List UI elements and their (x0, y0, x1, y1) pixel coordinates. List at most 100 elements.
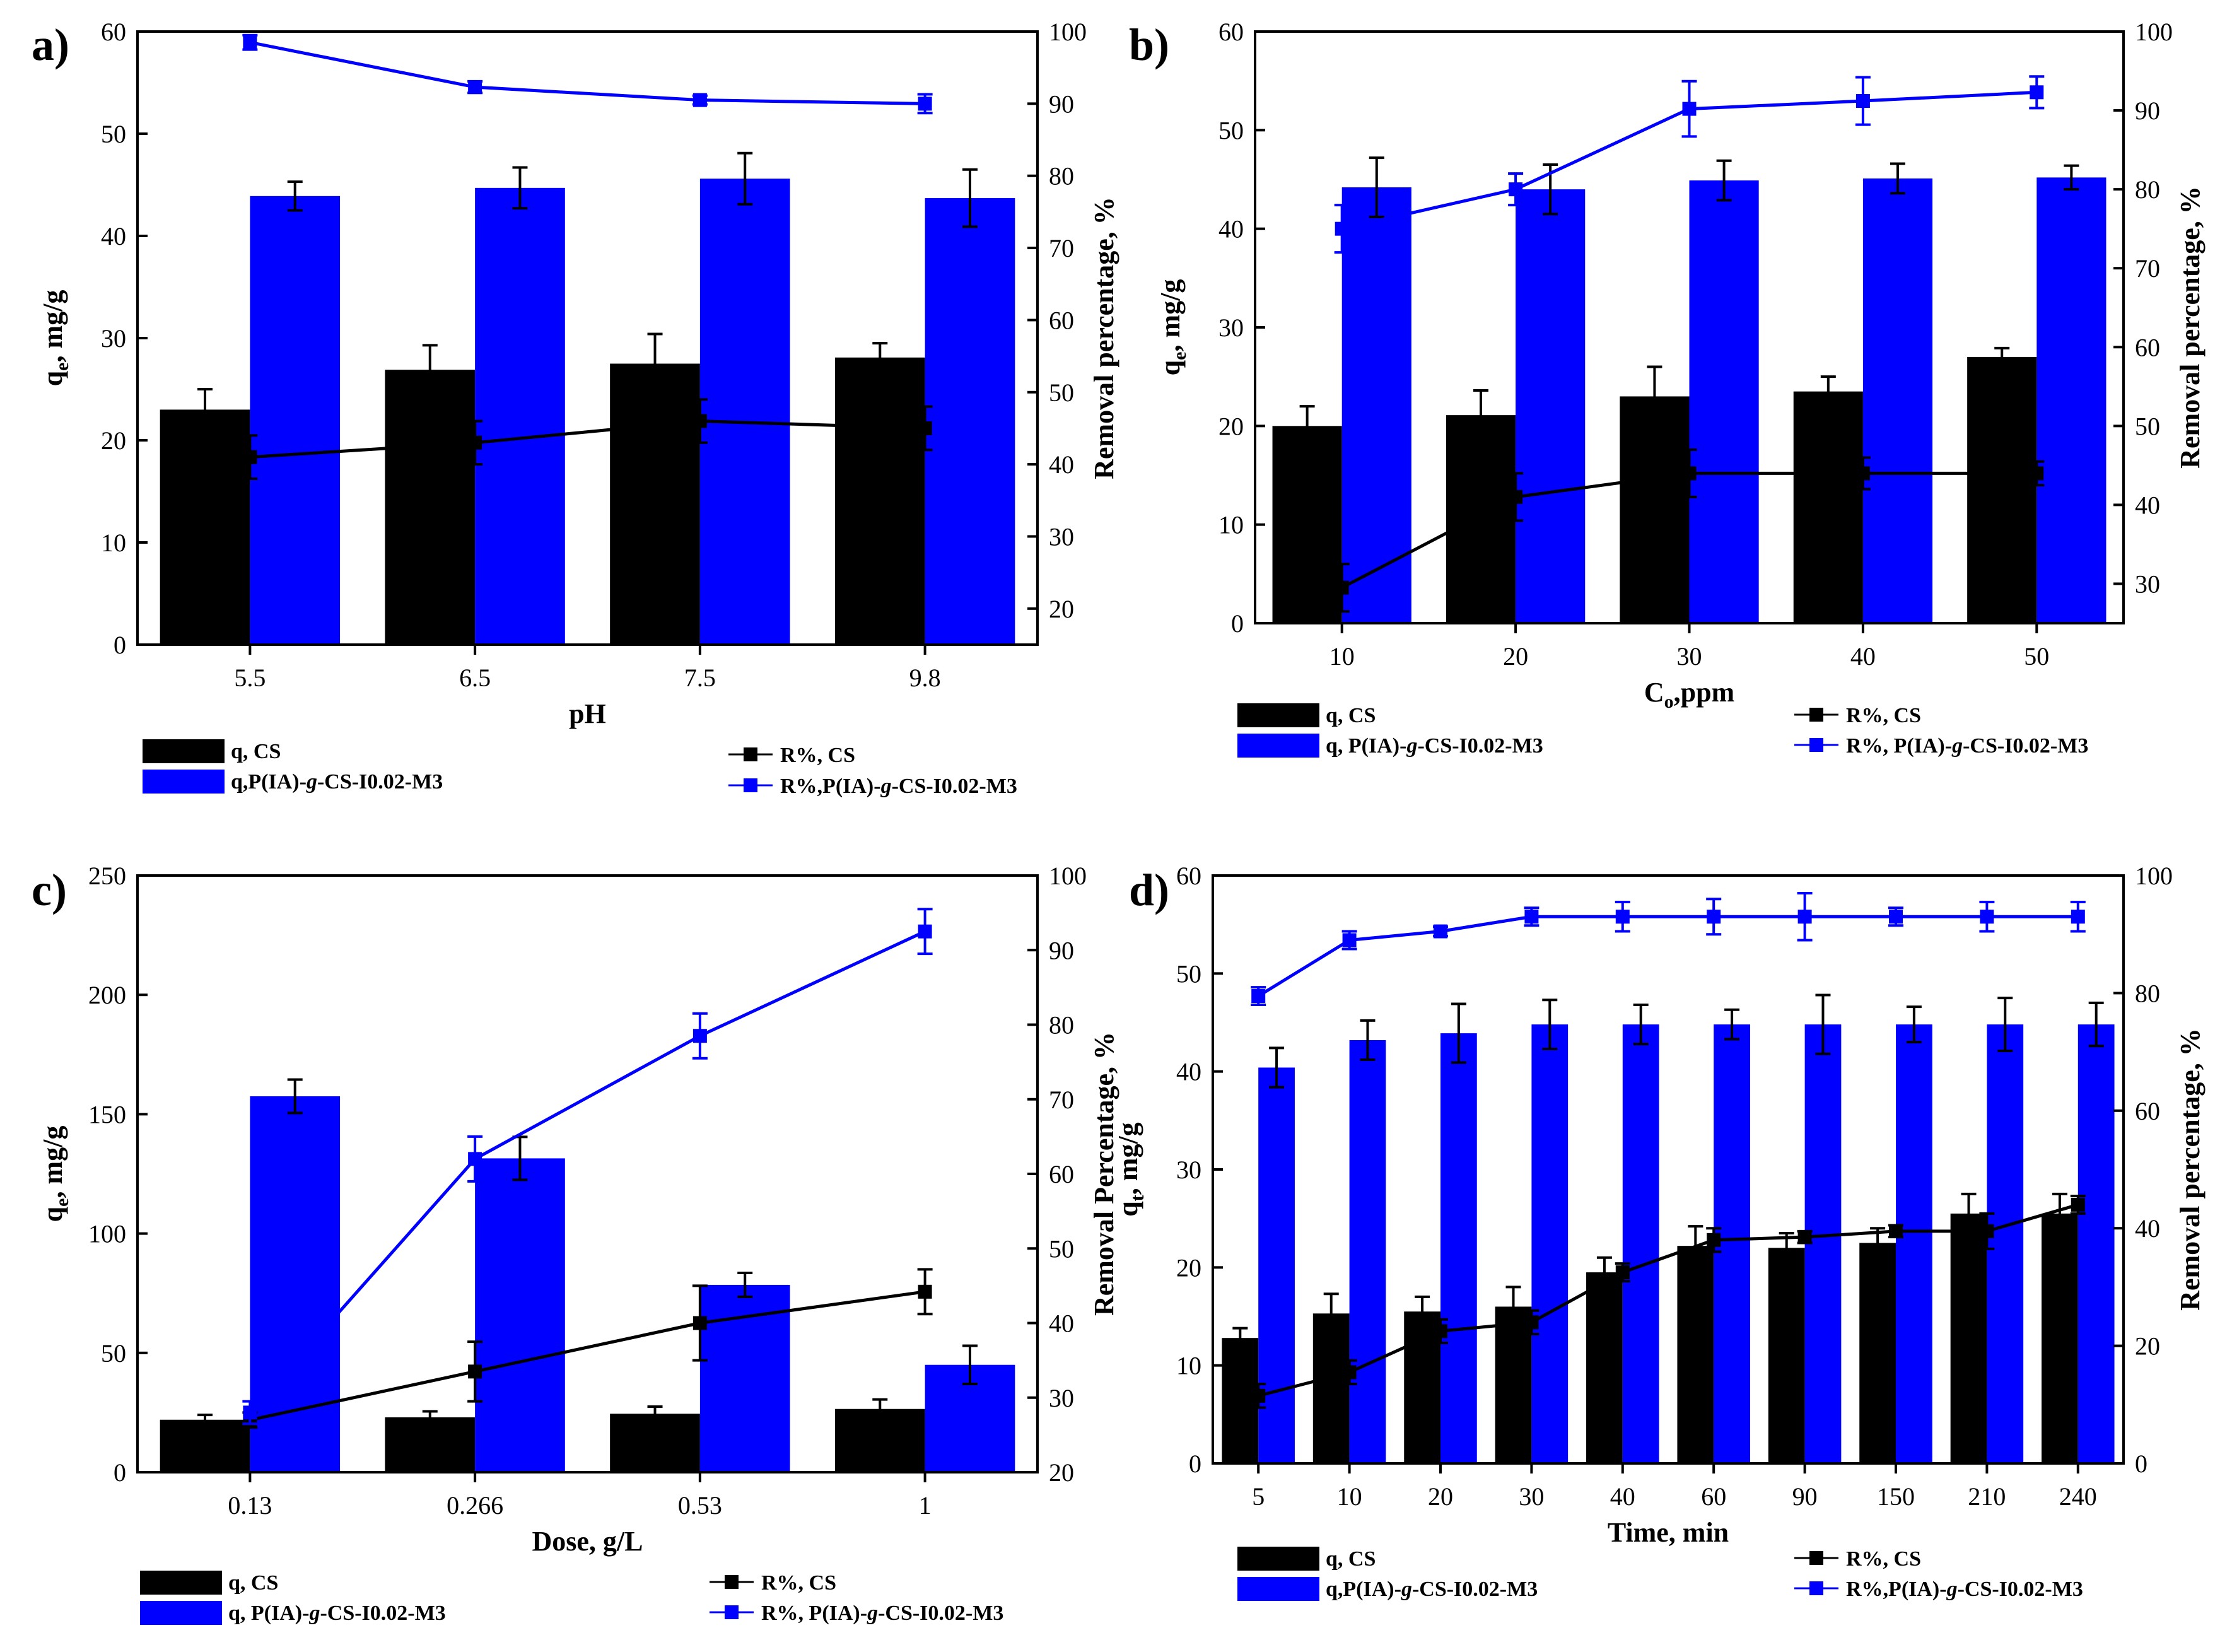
x-axis-label: pH (569, 698, 606, 729)
bar-q-grafted-10 (1341, 187, 1411, 623)
y-left-tick-label: 10 (1176, 1352, 1201, 1380)
legend-text-part: -CS-I0.02-M3 (1963, 734, 2088, 758)
bar-q-grafted-240 (2077, 1024, 2115, 1463)
marker-r-grafted-0.266 (468, 1152, 482, 1166)
y-right-tick-label: 30 (1049, 1384, 1074, 1412)
y-right-tick-label: 60 (1049, 1160, 1074, 1188)
marker-r-grafted-0.13 (243, 1405, 257, 1420)
marker-r-grafted-30 (1524, 910, 1539, 924)
legend-text-italic-g: g (306, 770, 317, 794)
x-axis-label: Dose, g/L (532, 1526, 643, 1557)
panel-letter: b) (1129, 20, 1169, 70)
y-left-label-main: q (1155, 360, 1186, 375)
legend-text-q-grafted: q, P(IA)-g-CS-I0.02-M3 (1326, 734, 1543, 758)
bar-q-cs-40 (1793, 391, 1863, 623)
y-right-tick-label: 30 (2135, 570, 2160, 598)
x-tick-label: 40 (1850, 642, 1876, 671)
y-left-label-main: q (1113, 1201, 1143, 1217)
y-left-axis-label: qe, mg/g (37, 1126, 73, 1222)
legend-text-part: -CS-I0.02-M3 (320, 1602, 445, 1625)
x-tick-label: 20 (1428, 1482, 1453, 1511)
legend-text-part: -CS-I0.02-M3 (317, 770, 443, 794)
marker-r-cs-5 (1251, 1388, 1266, 1403)
y-right-axis-label: Removal Percentage, % (1089, 1032, 1119, 1316)
line-r-cs (249, 1290, 925, 1422)
panel-d: 0 10 20 30 40 50 60 0 20 40 60 80 100 5 10 20 30 40 60 90 15… (1113, 862, 2206, 1601)
y-right-tick-label: 30 (1049, 522, 1074, 551)
legend-text-r-cs: R%, CS (1846, 1547, 1921, 1571)
legend-text-q-grafted: q,P(IA)-g-CS-I0.02-M3 (1326, 1578, 1538, 1601)
bar-q-cs-9.8 (834, 357, 925, 645)
marker-r-cs-20 (1434, 1324, 1447, 1339)
y-left-tick-label: 10 (1218, 511, 1244, 539)
marker-r-grafted-9.8 (918, 97, 932, 111)
y-left-tick-label: 250 (88, 862, 126, 890)
y-left-tick-label: 50 (1218, 116, 1244, 144)
x-axis-label-subscript: o (1664, 691, 1674, 712)
y-right-tick-label: 50 (1049, 378, 1074, 407)
legend-text-part: q,P(IA)- (231, 770, 307, 794)
y-right-tick-label: 70 (2135, 254, 2160, 283)
legend-swatch-q-grafted (140, 1601, 222, 1625)
legend-text-q-cs: q, CS (1326, 704, 1376, 727)
panel-a: 0 10 20 30 40 50 60 20 30 40 50 60 70 80 90 100 5.5 6.5 7.… (32, 18, 1119, 798)
x-tick-label: 0.13 (228, 1491, 272, 1520)
legend-text-italic-g: g (1951, 734, 1963, 758)
marker-r-cs-40 (1615, 1265, 1630, 1280)
y-left-tick-label: 50 (101, 120, 126, 148)
legend-text-q-grafted: q,P(IA)-g-CS-I0.02-M3 (231, 770, 443, 794)
line-r-cs (250, 419, 925, 459)
legend-text-part: q, P(IA)- (228, 1602, 309, 1625)
legend-text-part: R%,P(IA)- (780, 775, 881, 798)
legend-marker-r-cs (744, 747, 757, 761)
marker-r-grafted-210 (1980, 910, 1994, 924)
bar-q-cs-60 (1677, 1246, 1714, 1463)
bar-q-cs-20 (1446, 415, 1516, 623)
x-axis-label-main: pH (569, 698, 606, 729)
marker-r-cs-10 (1342, 1365, 1357, 1380)
y-right-tick-label: 100 (2135, 18, 2173, 46)
line-r-grafted (248, 930, 926, 1414)
legend-text-italic-g: g (880, 775, 892, 798)
bar-q-grafted-40 (1622, 1024, 1659, 1463)
bar-q-cs-30 (1495, 1306, 1532, 1463)
marker-r-cs-210 (1980, 1224, 1994, 1238)
y-left-label-subscript: e (52, 363, 73, 371)
panel-letter: c) (32, 865, 67, 915)
y-right-tick-label: 20 (1049, 1458, 1074, 1487)
bar-q-cs-210 (1950, 1213, 1987, 1463)
marker-r-grafted-10 (1342, 933, 1357, 947)
marker-r-cs-0.53 (692, 1316, 707, 1330)
y-right-tick-label: 40 (2135, 1214, 2160, 1243)
y-left-label-subscript: t (1127, 1195, 1148, 1201)
y-left-tick-label: 0 (114, 1458, 126, 1487)
x-tick-label: 5 (1252, 1482, 1265, 1511)
legend-text-r-cs: R%, CS (780, 744, 855, 767)
legend-text-italic-g: g (1946, 1578, 1958, 1601)
y-right-tick-label: 40 (2135, 491, 2160, 519)
y-left-tick-label: 200 (88, 981, 126, 1009)
legend-text-part: -CS-I0.02-M3 (1417, 734, 1543, 758)
x-axis-label: Co,ppm (1644, 677, 1734, 712)
marker-r-cs-0.266 (468, 1364, 482, 1379)
y-left-label-tail: , mg/g (1113, 1122, 1143, 1195)
bar-q-grafted-20 (1516, 189, 1586, 624)
x-tick-label: 40 (1610, 1482, 1635, 1511)
y-right-tick-label: 80 (2135, 979, 2160, 1007)
y-right-tick-label: 100 (2135, 862, 2173, 890)
panel-c: 0 50 100 150 200 250 20 30 40 50 60 70 80 90 100 0.13 0.… (32, 862, 1119, 1625)
y-left-tick-label: 60 (1176, 862, 1201, 890)
y-right-tick-label: 80 (2135, 175, 2160, 204)
marker-r-grafted-20 (1509, 182, 1523, 197)
legend-text-r-grafted: R%, P(IA)-g-CS-I0.02-M3 (761, 1602, 1003, 1625)
y-right-tick-label: 40 (1049, 1309, 1074, 1338)
y-right-tick-label: 80 (1049, 1011, 1074, 1040)
y-right-tick-label: 60 (1049, 306, 1074, 334)
y-right-tick-label: 0 (2135, 1450, 2147, 1478)
x-tick-label: 60 (1701, 1482, 1726, 1511)
marker-r-cs-5.5 (243, 450, 257, 464)
y-right-tick-label: 80 (1049, 162, 1074, 190)
bar-q-grafted-30 (1689, 180, 1759, 623)
legend-text-italic-g: g (1406, 734, 1417, 758)
legend: q, CSq, P(IA)-g-CS-I0.02-M3R%, CSR%, P(I… (140, 1571, 1003, 1625)
